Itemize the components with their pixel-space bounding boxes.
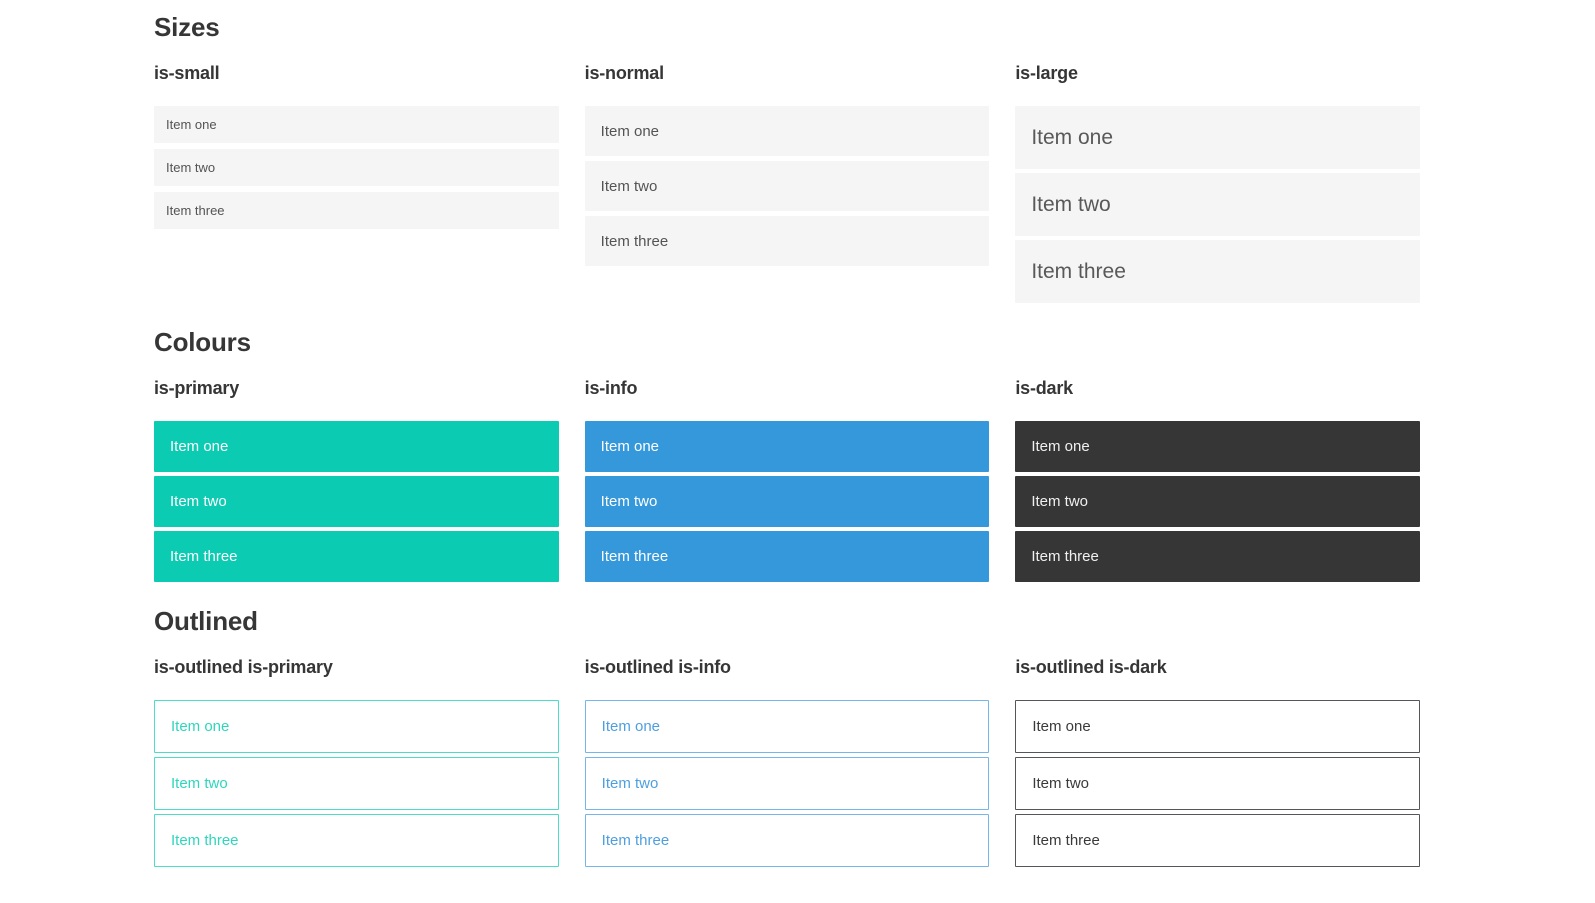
group-label-is-primary: is-primary [154, 378, 240, 398]
list-item[interactable]: Item one [1015, 421, 1420, 472]
list-info: Item one Item two Item three [584, 421, 990, 582]
section-title-sizes: Sizes [154, 12, 220, 42]
list-item[interactable]: Item one [1015, 700, 1420, 753]
group-is-info: is-info Item one Item two Item three [584, 377, 990, 586]
colours-grid: is-primary Item one Item two Item three … [154, 377, 1420, 586]
list-outlined-primary: Item one Item two Item three [154, 700, 559, 867]
group-outlined-primary: is-outlined is-primary Item one Item two… [154, 656, 559, 871]
group-is-normal: is-normal Item one Item two Item three [584, 62, 990, 271]
group-label-is-small: is-small [154, 63, 220, 83]
list-item[interactable]: Item one [154, 700, 559, 753]
group-outlined-info: is-outlined is-info Item one Item two It… [584, 656, 990, 871]
list-item[interactable]: Item three [1015, 240, 1420, 303]
group-is-small: is-small Item one Item two Item three [154, 62, 559, 235]
list-dark: Item one Item two Item three [1015, 421, 1420, 582]
group-label-is-normal: is-normal [584, 63, 664, 83]
section-colours: Colours is-primary Item one Item two Ite… [154, 327, 1420, 586]
list-item[interactable]: Item two [154, 476, 559, 527]
list-item[interactable]: Item one [584, 421, 990, 472]
group-label-is-large: is-large [1015, 63, 1078, 83]
list-item[interactable]: Item three [584, 531, 990, 582]
list-item[interactable]: Item three [584, 814, 990, 867]
outlined-grid: is-outlined is-primary Item one Item two… [154, 656, 1420, 871]
group-label-is-dark: is-dark [1015, 378, 1073, 398]
list-item[interactable]: Item one [584, 106, 990, 156]
list-item[interactable]: Item one [154, 421, 559, 472]
list-primary: Item one Item two Item three [154, 421, 559, 582]
list-item[interactable]: Item one [154, 106, 559, 143]
list-item[interactable]: Item one [584, 700, 990, 753]
sizes-grid: is-small Item one Item two Item three is… [154, 62, 1420, 307]
list-item[interactable]: Item two [154, 757, 559, 810]
list-item[interactable]: Item two [584, 476, 990, 527]
group-label-outlined-primary: is-outlined is-primary [154, 657, 333, 677]
list-item[interactable]: Item three [154, 531, 559, 582]
section-outlined: Outlined is-outlined is-primary Item one… [154, 606, 1420, 871]
group-is-dark: is-dark Item one Item two Item three [1015, 377, 1420, 586]
group-outlined-dark: is-outlined is-dark Item one Item two It… [1015, 656, 1420, 871]
list-outlined-dark: Item one Item two Item three [1015, 700, 1420, 867]
section-title-colours: Colours [154, 327, 251, 357]
group-label-outlined-info: is-outlined is-info [584, 657, 731, 677]
list-item[interactable]: Item two [1015, 476, 1420, 527]
list-item[interactable]: Item two [584, 161, 990, 211]
list-item[interactable]: Item two [154, 149, 559, 186]
list-item[interactable]: Item two [584, 757, 990, 810]
list-item[interactable]: Item three [1015, 814, 1420, 867]
list-item[interactable]: Item three [154, 192, 559, 229]
list-normal: Item one Item two Item three [584, 106, 990, 266]
group-is-primary: is-primary Item one Item two Item three [154, 377, 559, 586]
list-item[interactable]: Item two [1015, 757, 1420, 810]
group-label-is-info: is-info [584, 378, 638, 398]
list-outlined-info: Item one Item two Item three [584, 700, 990, 867]
list-small: Item one Item two Item three [154, 106, 559, 229]
section-title-outlined: Outlined [154, 606, 258, 636]
group-is-large: is-large Item one Item two Item three [1015, 62, 1420, 307]
group-label-outlined-dark: is-outlined is-dark [1015, 657, 1167, 677]
list-item[interactable]: Item three [1015, 531, 1420, 582]
list-item[interactable]: Item three [154, 814, 559, 867]
section-sizes: Sizes is-small Item one Item two Item th… [154, 12, 1420, 307]
list-item[interactable]: Item three [584, 216, 990, 266]
list-large: Item one Item two Item three [1015, 106, 1420, 303]
list-item[interactable]: Item one [1015, 106, 1420, 169]
list-item[interactable]: Item two [1015, 173, 1420, 236]
